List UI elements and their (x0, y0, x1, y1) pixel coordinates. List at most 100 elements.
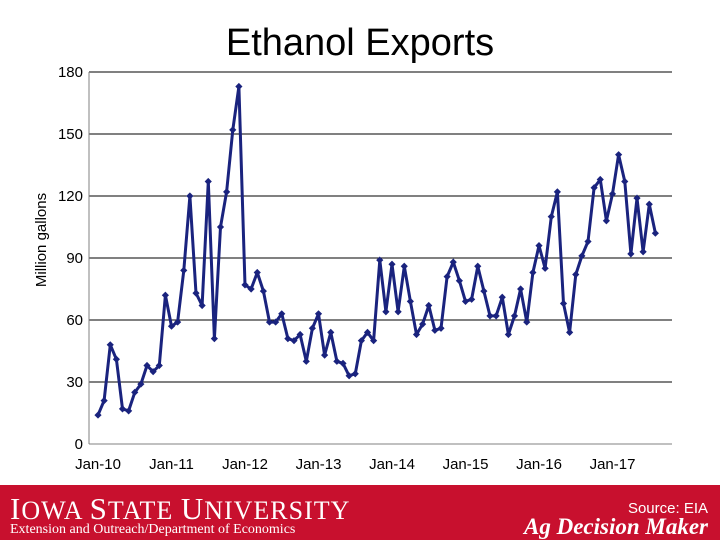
logo-letter: S (89, 491, 108, 526)
logo-text: NIVERSITY (204, 496, 351, 525)
data-point (559, 299, 568, 308)
data-point (161, 291, 169, 299)
data-point (216, 223, 225, 231)
data-point (529, 268, 537, 277)
data-point (284, 335, 292, 343)
data-point (455, 277, 463, 285)
data-point (443, 273, 451, 281)
data-point (370, 337, 378, 345)
data-point (229, 126, 237, 134)
data-point (486, 312, 494, 320)
logo-text: OWA (21, 496, 90, 525)
data-point (155, 361, 163, 370)
data-point (118, 405, 127, 413)
x-tick-label: Jan-11 (149, 456, 194, 473)
y-tick-label: 150 (58, 126, 83, 143)
data-point (615, 151, 623, 159)
data-point (278, 310, 286, 318)
data-point (174, 318, 182, 326)
data-point (449, 258, 457, 266)
data-point (474, 262, 482, 270)
data-point (247, 285, 255, 293)
data-point (149, 368, 157, 376)
data-point (106, 341, 114, 349)
grid-lines (89, 71, 672, 383)
data-point (547, 213, 555, 221)
data-point (167, 322, 176, 330)
data-point (265, 318, 274, 326)
logo-text: TATE (107, 496, 181, 525)
data-point (192, 289, 200, 297)
ag-decision-maker-brand: Ag Decision Maker (524, 514, 708, 539)
data-point (412, 330, 421, 339)
data-point (204, 177, 212, 186)
data-point (376, 256, 384, 264)
extension-department-line: Extension and Outreach/Department of Eco… (10, 522, 296, 537)
x-tick-label: Jan-17 (590, 456, 636, 473)
logo-letter: U (180, 491, 205, 526)
data-point (621, 177, 629, 186)
data-point (535, 242, 543, 250)
data-point (651, 229, 659, 237)
data-point (131, 388, 139, 396)
data-point (333, 357, 341, 365)
data-point (125, 407, 133, 415)
data-point (608, 190, 617, 198)
data-point (523, 318, 531, 326)
x-tick-label: Jan-10 (75, 456, 121, 473)
data-point (468, 295, 476, 303)
data-point (345, 372, 353, 380)
logo-letter: I (10, 491, 22, 526)
data-point (314, 310, 323, 318)
y-tick-label: 60 (66, 312, 83, 329)
data-point (186, 192, 194, 200)
data-point (235, 82, 243, 91)
data-point (596, 175, 604, 184)
data-point (198, 301, 206, 310)
data-point (504, 330, 512, 339)
y-tick-labels: 0 30 60 90 120 150 180 (58, 64, 83, 453)
data-point (578, 252, 586, 260)
data-point (143, 361, 151, 370)
data-point (584, 237, 592, 246)
x-tick-labels: Jan-10 Jan-11 Jan-12 Jan-13 Jan-14 Jan-15 Jan-… (75, 456, 635, 473)
footer-bar (0, 485, 720, 540)
x-tick-label: Jan-15 (443, 456, 489, 473)
data-point (602, 217, 610, 225)
data-point (327, 328, 335, 336)
data-point (541, 264, 549, 272)
data-point (351, 370, 359, 378)
x-tick-label: Jan-13 (296, 456, 342, 473)
data-point (112, 355, 120, 363)
data-point (180, 266, 188, 274)
data-point (253, 268, 261, 277)
x-tick-label: Jan-12 (222, 456, 268, 473)
y-tick-label: 180 (58, 64, 83, 81)
data-point (437, 324, 445, 332)
chart-title: Ethanol Exports (225, 22, 495, 64)
y-axis-label: Million gallons (33, 193, 50, 287)
data-point (241, 281, 249, 289)
data-point (259, 287, 267, 295)
data-point (498, 293, 506, 301)
data-point (363, 328, 372, 336)
data-point (137, 380, 145, 388)
data-point (517, 285, 525, 293)
data-point (590, 184, 598, 192)
axes (88, 72, 672, 445)
data-point (425, 301, 433, 310)
data-point (382, 308, 390, 316)
y-tick-label: 0 (75, 436, 83, 453)
data-point (308, 324, 316, 332)
data-point (566, 328, 574, 336)
data-point (406, 297, 414, 305)
data-point (645, 200, 653, 208)
data-point (302, 357, 310, 365)
data-point (419, 320, 427, 328)
data-point (388, 260, 396, 268)
data-point (94, 411, 102, 419)
data-point (553, 188, 561, 196)
series-markers (94, 82, 659, 419)
y-tick-label: 30 (66, 374, 83, 391)
